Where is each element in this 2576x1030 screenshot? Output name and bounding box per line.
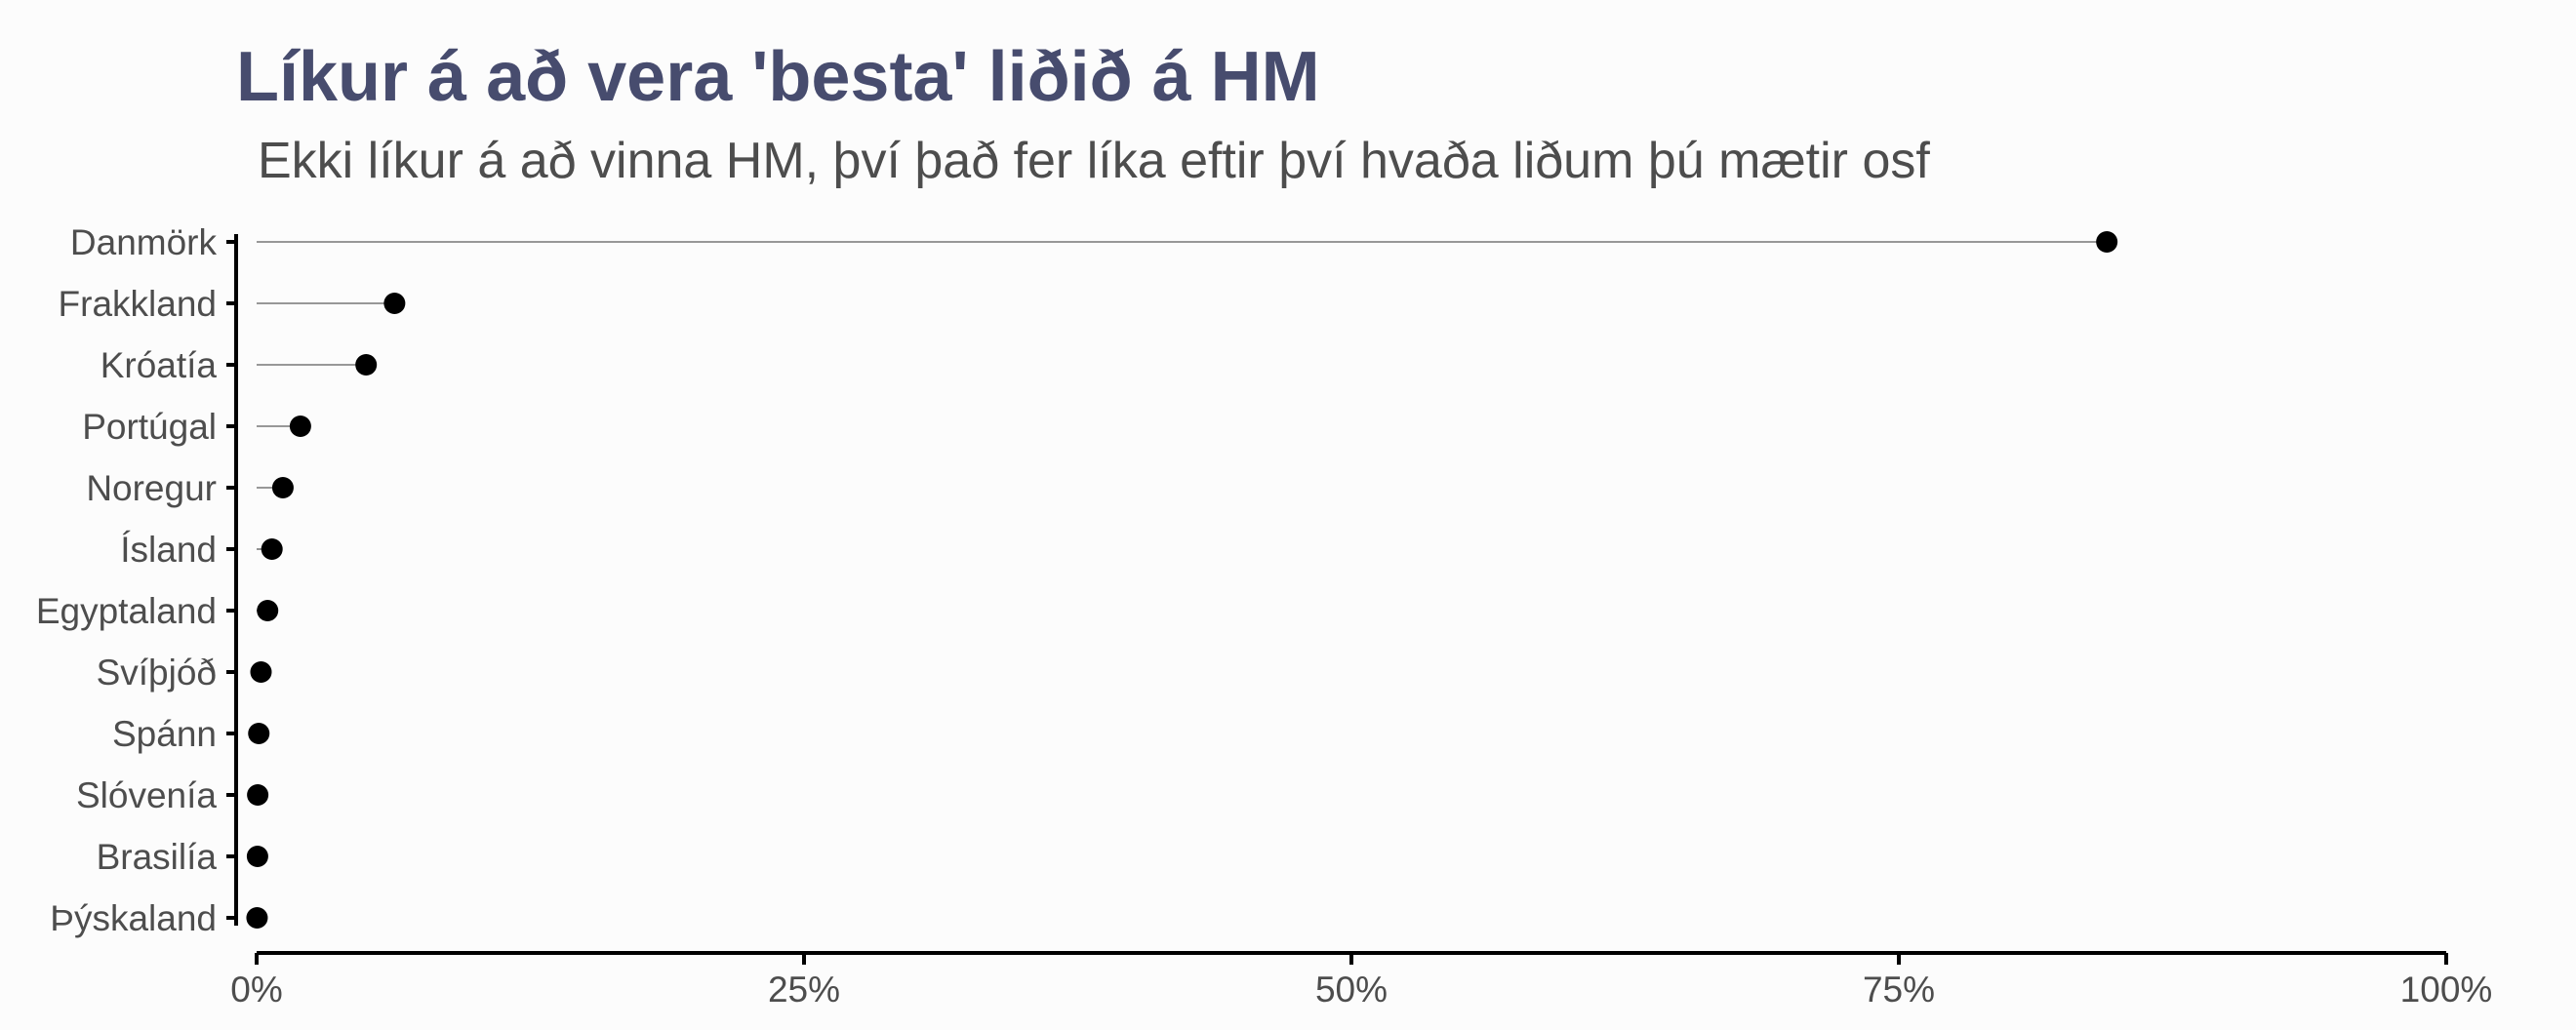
- point-5: [261, 538, 283, 560]
- point-2: [355, 354, 378, 376]
- x-tick-label-0: 0%: [230, 970, 282, 1010]
- y-tick-label-10: Brasilía: [97, 837, 218, 877]
- x-tick-label-3: 75%: [1863, 970, 1935, 1010]
- x-tick-label-1: 25%: [768, 970, 840, 1010]
- y-tick-label-5: Ísland: [120, 530, 217, 570]
- y-tick-label-11: Þýskaland: [50, 898, 217, 938]
- point-11: [246, 907, 268, 929]
- point-3: [289, 416, 311, 437]
- point-4: [271, 477, 294, 498]
- y-tick-label-1: Frakkland: [59, 284, 217, 324]
- y-tick-label-3: Portúgal: [82, 407, 217, 447]
- y-tick-label-0: Danmörk: [70, 222, 218, 262]
- y-tick-label-4: Noregur: [86, 468, 217, 508]
- x-tick-label-4: 100%: [2400, 970, 2493, 1010]
- plot-area: Danmörk Frakkland Króatía Portúgal Noregur Ís…: [36, 222, 2492, 1010]
- y-tick-label-6: Egyptaland: [36, 591, 217, 631]
- chart-subtitle: Ekki líkur á að vinna HM, því það fer lí…: [258, 133, 1930, 189]
- y-tick-label-8: Spánn: [112, 714, 217, 754]
- point-0: [2096, 231, 2118, 253]
- chart-title: Líkur á að vera 'besta' liðið á HM: [236, 38, 1320, 116]
- point-1: [383, 293, 406, 314]
- x-tick-label-2: 50%: [1315, 970, 1388, 1010]
- point-6: [257, 600, 279, 621]
- y-tick-label-2: Króatía: [101, 345, 218, 385]
- y-tick-label-7: Svíþjóð: [97, 653, 217, 693]
- point-9: [247, 784, 269, 806]
- point-7: [250, 661, 272, 683]
- point-10: [246, 846, 268, 867]
- y-tick-label-9: Slóvenía: [76, 775, 217, 815]
- point-8: [248, 723, 270, 744]
